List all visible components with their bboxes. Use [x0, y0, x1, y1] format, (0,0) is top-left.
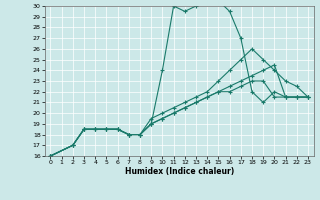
- X-axis label: Humidex (Indice chaleur): Humidex (Indice chaleur): [124, 167, 234, 176]
